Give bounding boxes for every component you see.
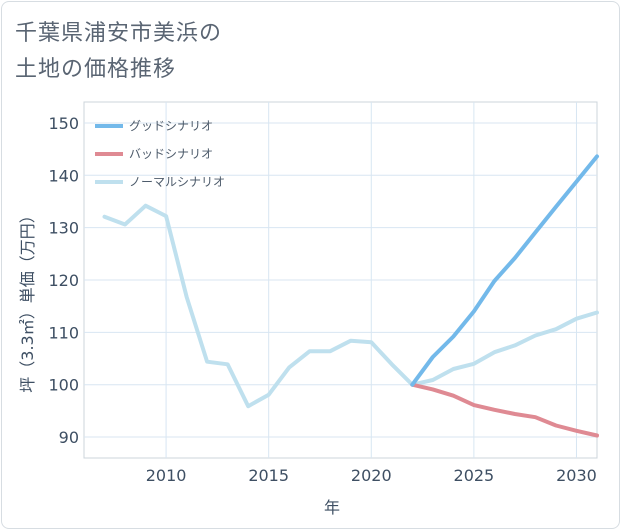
- x-tick-label: 2015: [248, 466, 289, 485]
- chart-title: 千葉県浦安市美浜の 土地の価格推移: [15, 16, 222, 88]
- x-tick-label: 2030: [556, 466, 597, 485]
- series-lines: [102, 154, 599, 438]
- y-tick-label: 110: [48, 323, 79, 342]
- y-tick-label: 130: [48, 219, 79, 238]
- y-tick-label: 150: [48, 114, 79, 133]
- series-line-2: [410, 382, 599, 438]
- chart-title-line-1: 千葉県浦安市美浜の: [15, 21, 223, 46]
- legend-label: グッドシナリオ: [129, 119, 213, 133]
- y-tick-label: 90: [59, 428, 79, 447]
- x-tick-label: 2010: [146, 466, 187, 485]
- legend-label: バッドシナリオ: [129, 147, 213, 161]
- y-tick-label: 100: [48, 376, 79, 395]
- series-line-1: [410, 154, 599, 387]
- series-line-3: [102, 203, 599, 409]
- chart-title-line-2: 土地の価格推移: [15, 57, 177, 82]
- x-tick-label: 2020: [351, 466, 392, 485]
- legend-label: ノーマルシナリオ: [129, 175, 225, 189]
- y-tick-label: 140: [48, 166, 79, 185]
- y-tick-label: 120: [48, 271, 79, 290]
- x-tick-label: 2025: [454, 466, 495, 485]
- grid-lines: [84, 102, 597, 458]
- y-axis-title: 坪（3.3㎡）単価（万円）: [18, 207, 37, 392]
- x-axis-title: 年: [324, 498, 340, 517]
- tick-labels: 2010 2015 2020 2025 2030 90 100 110 120 130 140 150: [48, 114, 596, 485]
